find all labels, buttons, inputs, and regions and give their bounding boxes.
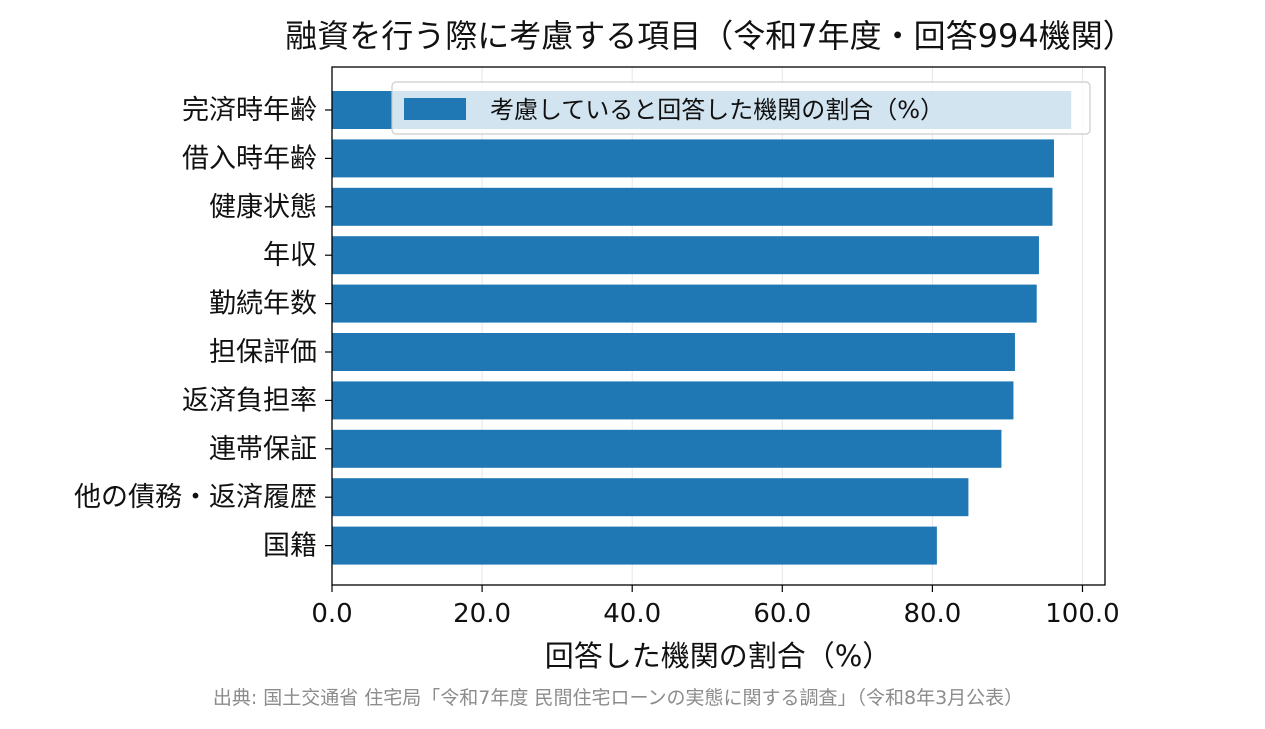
x-axis: 0.0 20.0 40.0 60.0 80.0 100.0 [311, 585, 1120, 629]
y-tick-label: 完済時年齢 [182, 95, 317, 126]
y-tick-label: 年収 [263, 240, 317, 271]
bar [332, 236, 1039, 275]
bars-layer [332, 91, 1072, 565]
legend-box [391, 81, 1091, 135]
x-tick-label: 40.0 [603, 599, 661, 629]
y-tick-label: 健康状態 [209, 192, 317, 223]
x-tick-label: 60.0 [753, 599, 811, 629]
legend: 考慮していると回答した機関の割合（%） [391, 81, 1091, 135]
bar [332, 284, 1037, 323]
y-tick-label: 連帯保証 [209, 434, 317, 465]
x-tick-label: 80.0 [903, 599, 961, 629]
bar [332, 333, 1015, 371]
bar [332, 478, 969, 517]
legend-swatch [404, 98, 466, 120]
plot-frame [331, 66, 1106, 586]
y-axis: 完済時年齢借入時年齢健康状態年収勤続年数担保評価返済負担率連帯保証他の債務・返済… [74, 95, 332, 562]
legend-label: 考慮していると回答した機関の割合（%） [490, 96, 944, 124]
chart-title: 融資を行う際に考慮する項目（令和7年度・回答994機関） [285, 17, 1134, 55]
x-axis-label: 回答した機関の割合（%） [545, 639, 892, 673]
y-tick-label: 借入時年齢 [182, 143, 317, 174]
bar [332, 429, 1002, 468]
bar [332, 526, 937, 565]
bar [332, 139, 1054, 178]
y-tick-label: 他の債務・返済履歴 [74, 482, 317, 513]
x-tick-label: 0.0 [311, 599, 352, 629]
bar [332, 187, 1053, 226]
y-tick-label: 勤続年数 [209, 289, 317, 320]
x-tick-label: 20.0 [453, 599, 511, 629]
bar [332, 381, 1014, 420]
y-tick-label: 返済負担率 [182, 385, 317, 416]
y-tick-label: 国籍 [263, 531, 317, 562]
x-tick-label: 100.0 [1045, 599, 1119, 629]
y-tick-label: 担保評価 [209, 337, 317, 368]
source-note: 出典: 国土交通省 住宅局「令和7年度 民間住宅ローンの実態に関する調査」（令和… [213, 687, 1023, 709]
